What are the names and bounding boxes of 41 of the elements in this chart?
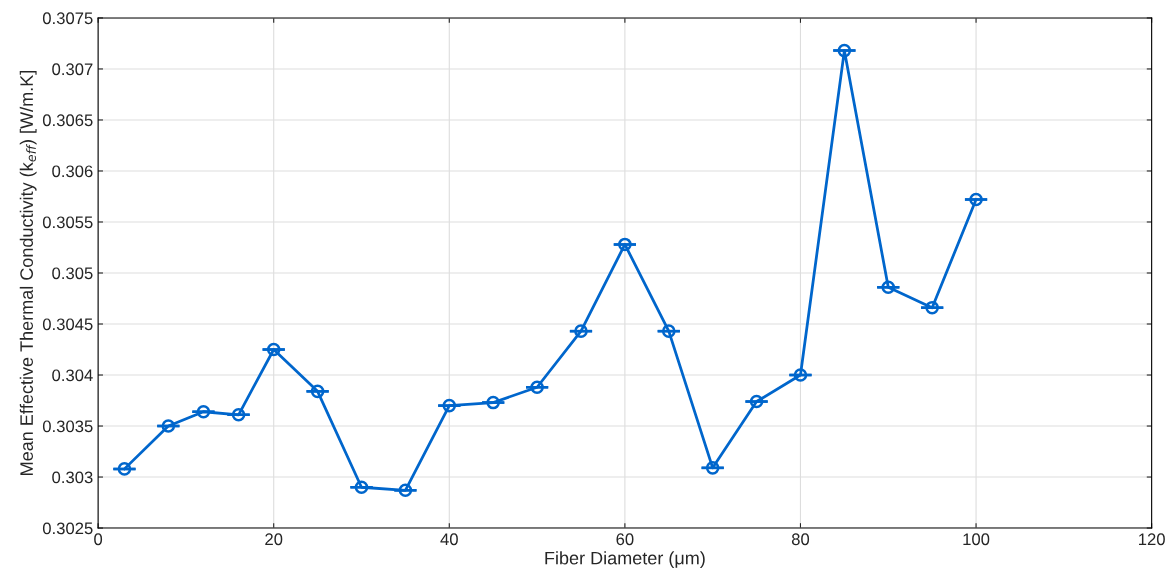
point [969,192,983,207]
y-tick-label: 0.3025 [42,522,93,535]
y-tick-label: 0.3055 [42,216,93,229]
point [354,480,369,495]
point [161,419,176,433]
x-tick-label: 20 [265,533,283,546]
point [266,342,281,357]
point [705,461,720,475]
x-tick-label: 60 [616,533,634,546]
y-tick-label: 0.306 [52,165,93,178]
point [442,398,457,413]
point [117,462,132,476]
x-axis-title: Fiber Diameter (μm) [545,551,705,569]
point [881,280,896,295]
y-axis-title: Mean Effective Thermal Conductivity (k$_{eff}$) [W/m.K] [19,71,37,475]
point [231,408,246,422]
point [398,483,413,498]
y-tick-label: 0.305 [52,267,93,280]
y-tick-label: 0.303 [52,471,93,484]
point [618,237,632,252]
y-tick-label: 0.307 [52,63,93,76]
point [749,394,764,409]
point [196,404,211,419]
x-tick-label: 100 [963,533,990,546]
y-tick-label: 0.304 [52,369,93,382]
point [310,384,325,399]
point [530,380,544,395]
x-tick-label: 40 [440,533,458,546]
point [661,324,676,338]
y-tick-label: 0.3065 [42,114,93,127]
point [793,368,808,382]
x-tick-label: 0 [94,533,103,546]
x-tick-label: 120 [1139,533,1165,546]
y-tick-label: 0.3035 [42,420,93,433]
point [837,43,852,58]
y-tick-label: 0.3075 [42,12,93,25]
x-tick-label: 80 [791,533,810,546]
point [574,324,588,338]
point [486,395,500,410]
point [925,300,939,315]
y-tick-label: 0.3045 [42,318,93,331]
